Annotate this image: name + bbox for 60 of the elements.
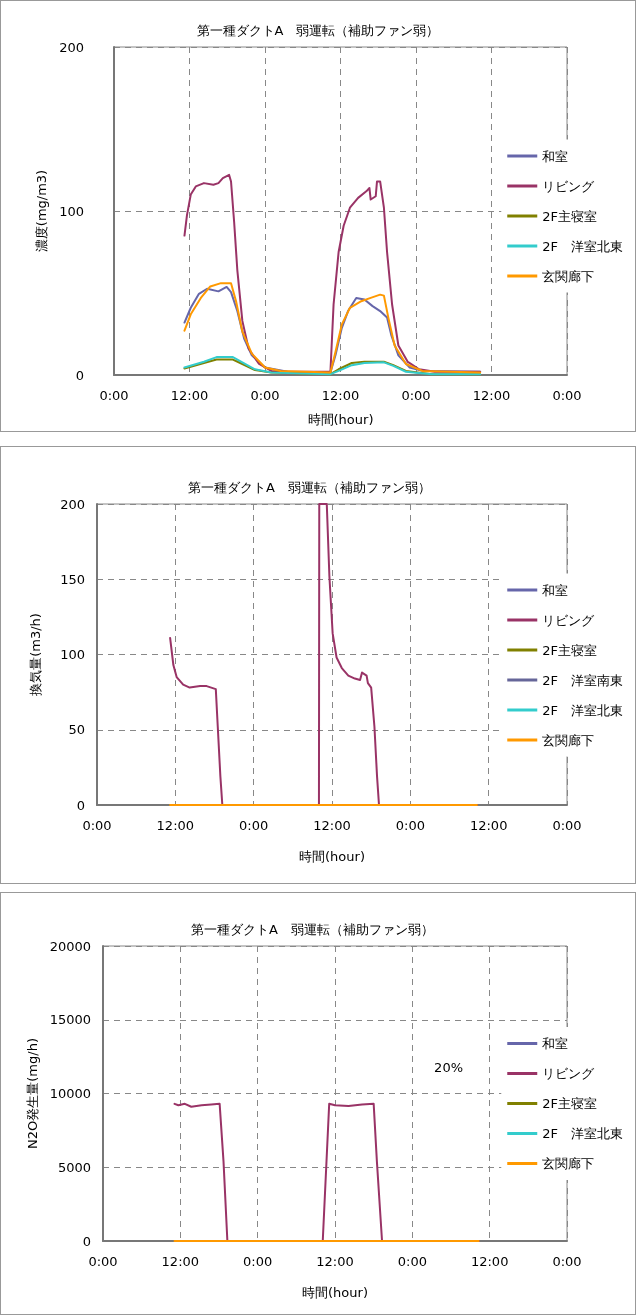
- legend-label: リビング: [542, 178, 596, 194]
- x-tick-label: 0:00: [401, 388, 431, 403]
- y-tick-label: 10000: [49, 1086, 91, 1101]
- x-tick-label: 12:00: [170, 388, 209, 403]
- x-tick-label: 0:00: [552, 1254, 582, 1269]
- x-tick-label: 12:00: [472, 388, 511, 403]
- y-tick-label: 0: [75, 367, 84, 383]
- annotation: 20%: [434, 1060, 464, 1075]
- chart-title: 第一種ダクトA 弱運転（補助ファン弱）: [196, 23, 440, 38]
- legend-label: リビング: [542, 612, 596, 628]
- legend-label: 和室: [542, 1036, 569, 1051]
- y-axis-title: 濃度(mg/m3): [34, 169, 50, 253]
- y-axis-title: 換気量(m3/h): [28, 613, 43, 696]
- x-tick-label: 0:00: [552, 388, 582, 403]
- x-axis-title: 時間(hour): [299, 849, 365, 864]
- y-tick-label: 200: [60, 496, 85, 512]
- legend-label: 2F 洋室北東: [542, 238, 623, 254]
- legend-label: 玄関廊下: [542, 268, 595, 284]
- chart-title: 第一種ダクトA 弱運転（補助ファン弱）: [188, 480, 431, 495]
- chart-title: 第一種ダクトA 弱運転（補助ファン弱）: [191, 922, 434, 937]
- x-tick-label: 12:00: [316, 1254, 354, 1269]
- x-tick-label: 12:00: [156, 818, 195, 833]
- legend-label: 2F 洋室北東: [542, 702, 623, 718]
- x-tick-label: 0:00: [239, 818, 269, 833]
- y-tick-label: 200: [59, 39, 84, 55]
- y-tick-label: 50: [68, 722, 85, 738]
- x-tick-label: 0:00: [82, 818, 112, 833]
- legend-label: 2F主寝室: [542, 208, 597, 224]
- y-tick-label: 150: [60, 571, 85, 587]
- x-tick-label: 12:00: [161, 1254, 200, 1269]
- legend-label: 和室: [542, 582, 569, 598]
- y-tick-label: 0: [82, 1233, 91, 1249]
- x-tick-label: 0:00: [88, 1254, 118, 1269]
- x-tick-label: 12:00: [313, 818, 351, 833]
- legend-label: 玄関廊下: [542, 1156, 595, 1171]
- y-tick-label: 5000: [57, 1159, 91, 1175]
- legend-label: 2F 洋室北東: [542, 1126, 623, 1141]
- x-axis-title: 時間(hour): [307, 412, 374, 427]
- x-tick-label: 12:00: [470, 1254, 509, 1269]
- legend-label: 玄関廊下: [542, 732, 595, 748]
- y-axis-title: N2O発生量(mg/h): [24, 1038, 40, 1149]
- x-tick-label: 12:00: [321, 388, 360, 403]
- x-tick-label: 0:00: [243, 1254, 273, 1269]
- y-tick-label: 15000: [49, 1012, 91, 1028]
- x-tick-label: 0:00: [552, 818, 582, 833]
- x-tick-label: 0:00: [250, 388, 280, 403]
- legend-label: 和室: [542, 148, 569, 164]
- y-tick-label: 20000: [49, 938, 91, 954]
- legend-label: 2F主寝室: [542, 1096, 597, 1111]
- legend-label: 2F 洋室南東: [542, 672, 623, 688]
- legend-label: 2F主寝室: [542, 642, 597, 658]
- x-tick-label: 0:00: [397, 1254, 427, 1269]
- y-tick-label: 100: [59, 203, 84, 219]
- x-tick-label: 0:00: [99, 388, 129, 403]
- y-tick-label: 100: [60, 647, 85, 662]
- x-tick-label: 0:00: [395, 818, 425, 833]
- x-axis-title: 時間(hour): [302, 1285, 368, 1300]
- y-tick-label: 0: [76, 797, 85, 813]
- legend-label: リビング: [542, 1066, 596, 1081]
- x-tick-label: 12:00: [469, 818, 508, 833]
